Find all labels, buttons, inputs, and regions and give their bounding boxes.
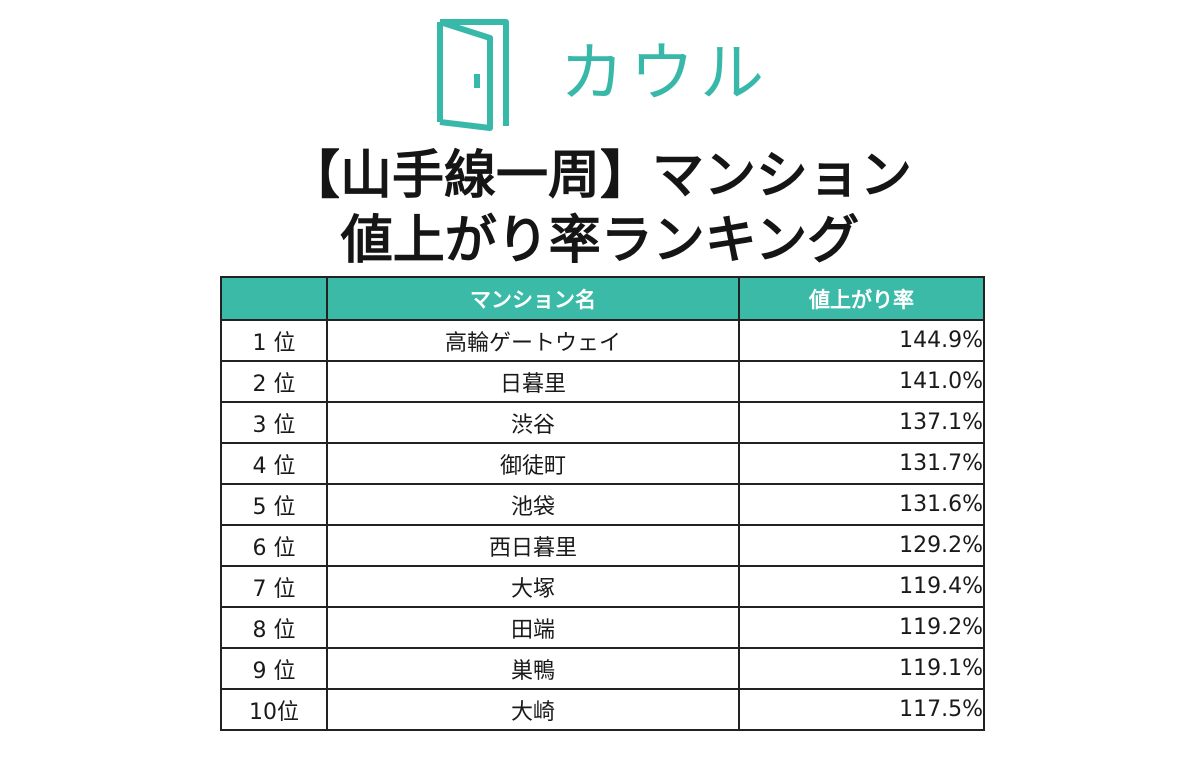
brand-name: カウル [560, 37, 770, 111]
column-header-rate: 値上がり率 [738, 276, 985, 321]
page-title-line1: 【山手線一周】マンション [287, 146, 912, 206]
rank-cell: 8 位 [220, 606, 328, 649]
table-row: 4 位 御徒町 131.7% [220, 442, 985, 485]
column-header-name: マンション名 [326, 276, 740, 321]
rate-cell: 131.7% [738, 442, 985, 485]
rate-cell: 141.0% [738, 360, 985, 403]
brand-logo: カウル [430, 14, 770, 134]
rate-cell: 117.5% [738, 688, 985, 731]
rate-cell: 119.2% [738, 606, 985, 649]
table-row: 8 位 田端 119.2% [220, 606, 985, 649]
rate-cell: 144.9% [738, 319, 985, 362]
rate-cell: 119.1% [738, 647, 985, 690]
table-row: 7 位 大塚 119.4% [220, 565, 985, 608]
rate-cell: 119.4% [738, 565, 985, 608]
table-row: 9 位 巣鴨 119.1% [220, 647, 985, 690]
table-header-row: マンション名 値上がり率 [220, 276, 985, 321]
door-icon [437, 19, 509, 131]
name-cell: 大塚 [326, 565, 740, 608]
column-header-rank [220, 276, 328, 321]
page-title-line2: 値上がり率ランキング [340, 211, 860, 271]
rank-cell: 1 位 [220, 319, 328, 362]
table-row: 5 位 池袋 131.6% [220, 483, 985, 526]
rank-cell: 10位 [220, 688, 328, 731]
rate-cell: 131.6% [738, 483, 985, 526]
rank-cell: 4 位 [220, 442, 328, 485]
name-cell: 池袋 [326, 483, 740, 526]
table-row: 3 位 渋谷 137.1% [220, 401, 985, 444]
ranking-table: マンション名 値上がり率 1 位 高輪ゲートウェイ 144.9% 2 位 日暮里… [220, 276, 985, 731]
name-cell: 田端 [326, 606, 740, 649]
table-row: 2 位 日暮里 141.0% [220, 360, 985, 403]
name-cell: 高輪ゲートウェイ [326, 319, 740, 362]
name-cell: 巣鴨 [326, 647, 740, 690]
name-cell: 御徒町 [326, 442, 740, 485]
name-cell: 渋谷 [326, 401, 740, 444]
rank-cell: 6 位 [220, 524, 328, 567]
rank-cell: 3 位 [220, 401, 328, 444]
table-row: 6 位 西日暮里 129.2% [220, 524, 985, 567]
rank-cell: 2 位 [220, 360, 328, 403]
table-row: 1 位 高輪ゲートウェイ 144.9% [220, 319, 985, 362]
table-row: 10位 大崎 117.5% [220, 688, 985, 731]
rank-cell: 7 位 [220, 565, 328, 608]
rate-cell: 129.2% [738, 524, 985, 567]
name-cell: 日暮里 [326, 360, 740, 403]
rate-cell: 137.1% [738, 401, 985, 444]
rank-cell: 5 位 [220, 483, 328, 526]
name-cell: 西日暮里 [326, 524, 740, 567]
rank-cell: 9 位 [220, 647, 328, 690]
name-cell: 大崎 [326, 688, 740, 731]
